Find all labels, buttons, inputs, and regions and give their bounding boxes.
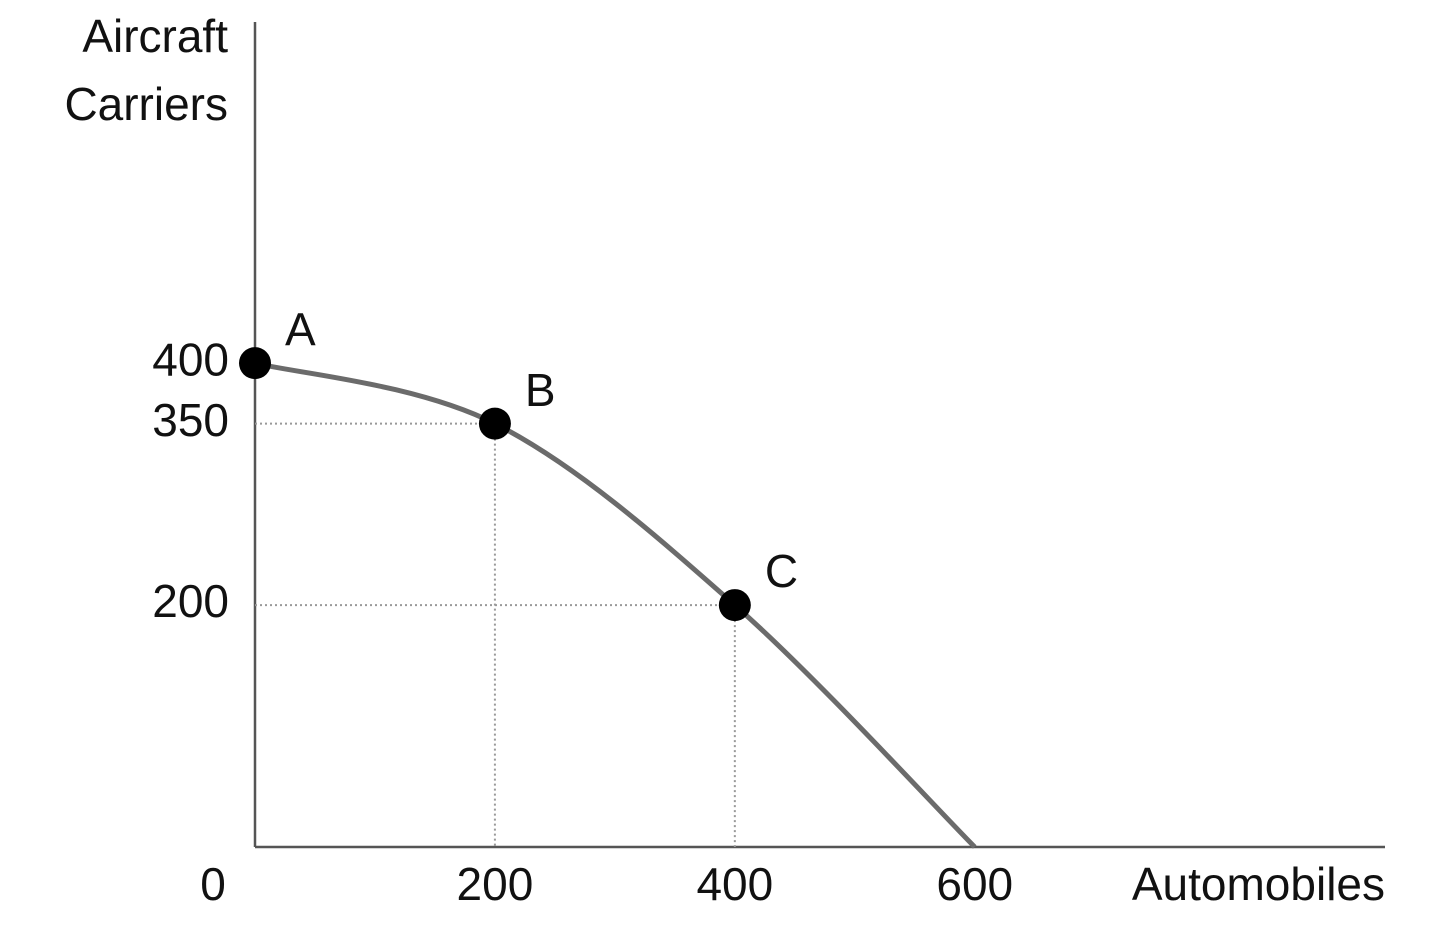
x-tick-label: 0: [200, 858, 226, 910]
x-tick-label: 400: [696, 858, 773, 910]
y-axis-label: Aircraft: [82, 10, 228, 62]
y-tick-label: 350: [152, 394, 229, 446]
x-tick-label: 600: [936, 858, 1013, 910]
point-label: C: [765, 545, 798, 597]
point-label: A: [285, 303, 316, 355]
point: [239, 347, 271, 380]
y-tick-label: 400: [152, 333, 229, 385]
y-axis-label: Carriers: [64, 78, 228, 130]
point: [478, 407, 511, 440]
x-axis-label: Automobiles: [1132, 858, 1385, 910]
curve: [254, 360, 977, 849]
y-tick-label: 200: [152, 575, 229, 627]
point: [718, 589, 751, 622]
point-label: B: [525, 364, 556, 416]
x-tick-label: 200: [457, 858, 534, 910]
